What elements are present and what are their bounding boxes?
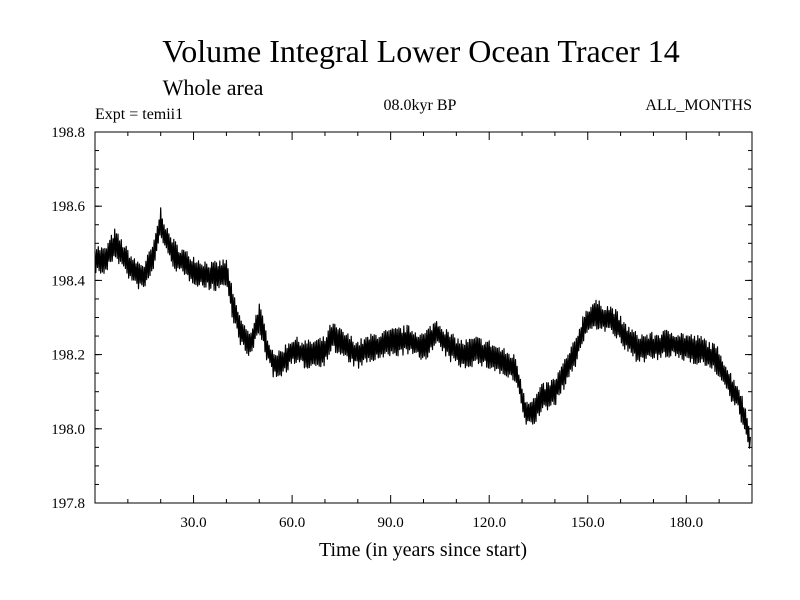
experiment-label: Expt = temii1	[95, 106, 183, 123]
y-tick-label: 198.0	[51, 422, 85, 438]
series-line	[94, 207, 751, 449]
x-tick-label: 150.0	[571, 515, 605, 531]
y-tick-label: 198.8	[51, 125, 85, 141]
y-tick-label: 197.8	[51, 496, 85, 512]
y-tick-label: 198.2	[51, 348, 85, 364]
x-axis: 30.0 60.0 90.0 120.0 150.0 180.0	[127, 132, 753, 531]
x-tick-label: 120.0	[472, 515, 506, 531]
x-tick-label: 90.0	[378, 515, 404, 531]
x-axis-label: Time (in years since start)	[319, 539, 527, 561]
y-tick-label: 198.4	[51, 273, 85, 289]
chart-title: Volume Integral Lower Ocean Tracer 14	[162, 33, 679, 69]
x-tick-label: 180.0	[669, 515, 703, 531]
x-tick-label: 30.0	[180, 515, 206, 531]
period-label: 08.0kyr BP	[384, 97, 457, 114]
y-tick-label: 198.6	[51, 199, 85, 215]
x-tick-label: 60.0	[279, 515, 305, 531]
plot-frame	[94, 131, 753, 504]
chart-subtitle: Whole area	[163, 75, 264, 100]
months-label: ALL_MONTHS	[645, 97, 752, 114]
y-axis: 197.8 198.0 198.2 198.4 198.6 198.8	[51, 125, 752, 512]
